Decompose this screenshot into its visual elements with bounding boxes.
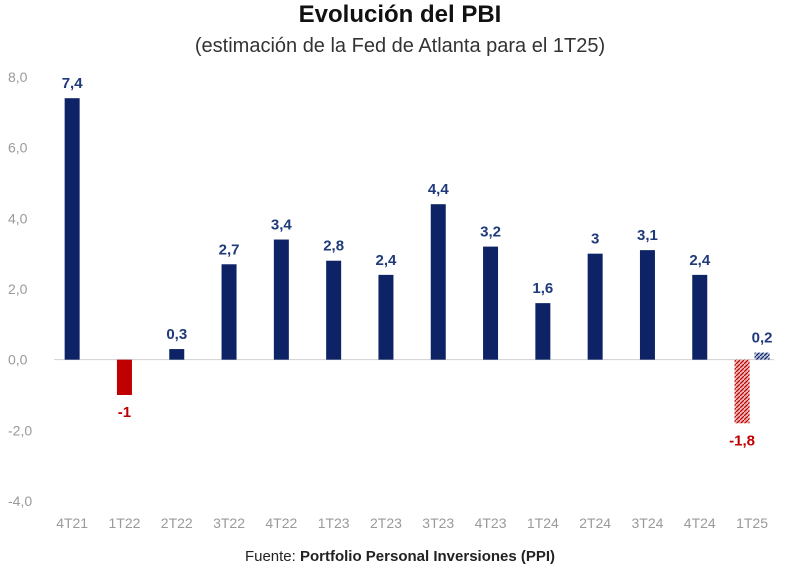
x-tick-label: 4T24 [684, 515, 716, 531]
y-tick-label: 4,0 [8, 210, 28, 226]
bars [64, 98, 770, 424]
x-tick-label: 1T23 [318, 515, 350, 531]
x-tick-label: 4T23 [475, 515, 507, 531]
bar [378, 274, 394, 360]
x-tick-label: 2T23 [370, 515, 402, 531]
source-prefix: Fuente: [245, 548, 300, 565]
data-labels: 7,4 -1 0,3 2,7 3,4 2,8 2,4 4,4 3,2 1,6 3 3,1 2,4 -1,8… [62, 75, 773, 449]
y-tick-label: 8,0 [8, 69, 28, 85]
y-tick-label: 6,0 [8, 140, 28, 156]
bar [587, 253, 603, 360]
data-label: 2,7 [219, 241, 240, 258]
bar [116, 359, 132, 395]
x-tick-label: 1T22 [108, 515, 140, 531]
x-tick-label: 3T24 [631, 515, 663, 531]
bar [430, 204, 446, 360]
data-label: 1,6 [532, 280, 553, 297]
x-tick-label: 4T21 [56, 515, 88, 531]
source-name: Portfolio Personal Inversiones (PPI) [300, 548, 555, 565]
bar [535, 303, 551, 360]
estimate-bar [754, 352, 770, 360]
bar [169, 349, 185, 360]
x-axis: 4T21 1T22 2T22 3T22 4T22 1T23 2T23 3T23 4T23 1T24… [56, 515, 768, 531]
x-tick-label: 2T22 [161, 515, 193, 531]
x-tick-label: 3T23 [422, 515, 454, 531]
y-axis: 8,0 6,0 4,0 2,0 0,0 -2,0 -4,0 [8, 69, 32, 509]
x-tick-label: 2T24 [579, 515, 611, 531]
data-label: 0,3 [166, 326, 187, 343]
chart-subtitle: (estimación de la Fed de Atlanta para el… [195, 35, 605, 57]
y-tick-label: -4,0 [8, 493, 32, 509]
bar [221, 264, 237, 360]
bar [64, 98, 80, 360]
x-tick-label: 1T24 [527, 515, 559, 531]
y-tick-label: -2,0 [8, 422, 32, 438]
bar [273, 239, 289, 360]
data-label: 3,4 [271, 217, 293, 234]
data-label: -1 [118, 404, 131, 421]
bar [326, 260, 342, 360]
x-tick-label: 3T22 [213, 515, 245, 531]
y-tick-label: 0,0 [8, 352, 28, 368]
bar [483, 246, 499, 360]
data-label: 4,4 [428, 181, 450, 198]
x-tick-label: 4T22 [265, 515, 297, 531]
data-label: 3,2 [480, 224, 501, 241]
bar [692, 274, 708, 360]
estimate-bar [734, 359, 750, 424]
source-note: Fuente: Portfolio Personal Inversiones (… [245, 548, 555, 565]
data-label: 7,4 [62, 75, 84, 92]
x-tick-label: 1T25 [736, 515, 768, 531]
estimate-label: 0,2 [752, 330, 773, 347]
data-label: 2,4 [376, 252, 398, 269]
data-label: 3 [591, 231, 599, 248]
data-label: 3,1 [637, 227, 658, 244]
y-tick-label: 2,0 [8, 281, 28, 297]
bar [639, 250, 655, 360]
data-label: 2,8 [323, 238, 344, 255]
chart-title: Evolución del PBI [299, 1, 502, 28]
data-label: 2,4 [689, 252, 711, 269]
estimate-label: -1,8 [729, 432, 755, 449]
